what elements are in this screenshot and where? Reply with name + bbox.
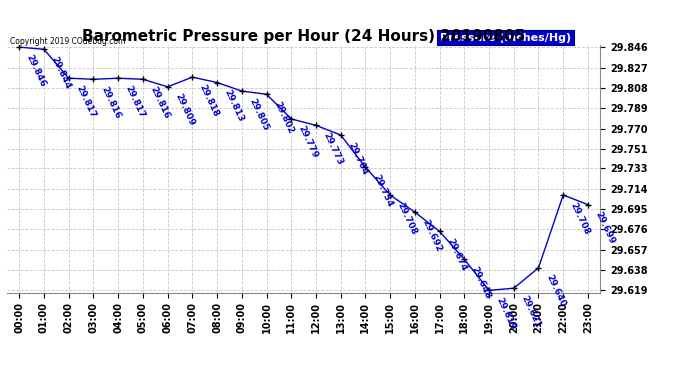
- Text: 29.619: 29.619: [495, 296, 518, 332]
- Text: 29.621: 29.621: [520, 294, 542, 329]
- Text: 29.648: 29.648: [470, 265, 493, 300]
- Text: 29.674: 29.674: [445, 237, 468, 273]
- Text: 29.708: 29.708: [395, 201, 419, 236]
- Text: 29.813: 29.813: [223, 88, 246, 123]
- Text: Copyright 2019 COdebug.com: Copyright 2019 COdebug.com: [10, 38, 126, 46]
- Text: 29.805: 29.805: [247, 97, 270, 132]
- Text: 29.764: 29.764: [346, 141, 369, 176]
- Text: 29.809: 29.809: [173, 92, 196, 128]
- Text: 29.844: 29.844: [50, 55, 72, 90]
- Text: 29.818: 29.818: [198, 83, 221, 118]
- Text: Pressure (Inches/Hg): Pressure (Inches/Hg): [440, 33, 571, 42]
- Text: 29.773: 29.773: [322, 131, 344, 166]
- Text: 29.692: 29.692: [420, 218, 443, 253]
- Text: 29.699: 29.699: [593, 210, 616, 246]
- Text: 29.779: 29.779: [297, 124, 319, 160]
- Text: 29.816: 29.816: [148, 85, 171, 120]
- Text: 29.734: 29.734: [371, 173, 394, 208]
- Text: 29.816: 29.816: [99, 85, 122, 120]
- Text: 29.708: 29.708: [569, 201, 591, 236]
- Text: 29.817: 29.817: [124, 84, 146, 119]
- Text: 29.817: 29.817: [75, 84, 97, 119]
- Text: 29.640: 29.640: [544, 273, 567, 309]
- Text: 29.846: 29.846: [25, 53, 48, 88]
- Text: 29.802: 29.802: [272, 100, 295, 135]
- Title: Barometric Pressure per Hour (24 Hours) 20190805: Barometric Pressure per Hour (24 Hours) …: [82, 29, 525, 44]
